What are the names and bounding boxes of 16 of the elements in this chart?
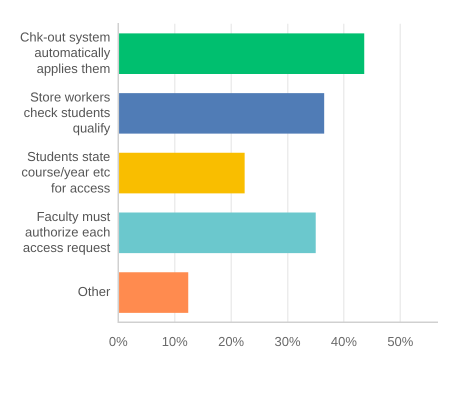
x-tick-label: 10% bbox=[162, 334, 188, 349]
bar bbox=[119, 212, 316, 254]
x-tick-label: 30% bbox=[274, 334, 301, 349]
y-tick-label: Other bbox=[78, 284, 111, 300]
x-tick-label: 0% bbox=[108, 334, 128, 349]
bar bbox=[119, 33, 364, 74]
y-tick-label: Store workers check students qualify bbox=[24, 89, 111, 136]
y-tick-label: Faculty must authorize each access request bbox=[22, 208, 111, 255]
x-tick-label: 20% bbox=[218, 334, 245, 349]
x-tick-label: 50% bbox=[387, 334, 414, 349]
y-tick-label: Chk-out system automatically applies them bbox=[20, 30, 111, 76]
bar bbox=[119, 93, 324, 134]
y-tick-label: Students state course/year etc for access bbox=[21, 149, 111, 196]
bar bbox=[119, 152, 245, 194]
x-tick-label: 40% bbox=[330, 334, 358, 349]
bar bbox=[119, 272, 188, 313]
